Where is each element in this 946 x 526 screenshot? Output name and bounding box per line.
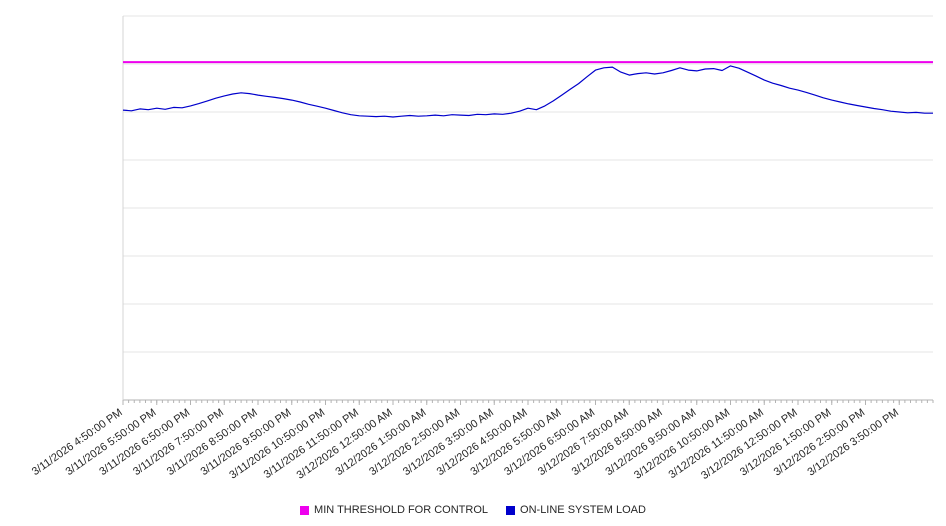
legend-item-online-system-load: ON-LINE SYSTEM LOAD <box>506 504 646 516</box>
min-threshold-legend-label: MIN THRESHOLD FOR CONTROL <box>314 504 489 516</box>
chart-legend: MIN THRESHOLD FOR CONTROL ON-LINE SYSTEM… <box>0 504 946 516</box>
legend-item-min-threshold: MIN THRESHOLD FOR CONTROL <box>300 504 488 516</box>
online-system-load-legend-swatch-icon <box>506 505 516 515</box>
online-system-load-legend-label: ON-LINE SYSTEM LOAD <box>520 504 646 516</box>
min-threshold-legend-swatch-icon <box>300 505 310 515</box>
